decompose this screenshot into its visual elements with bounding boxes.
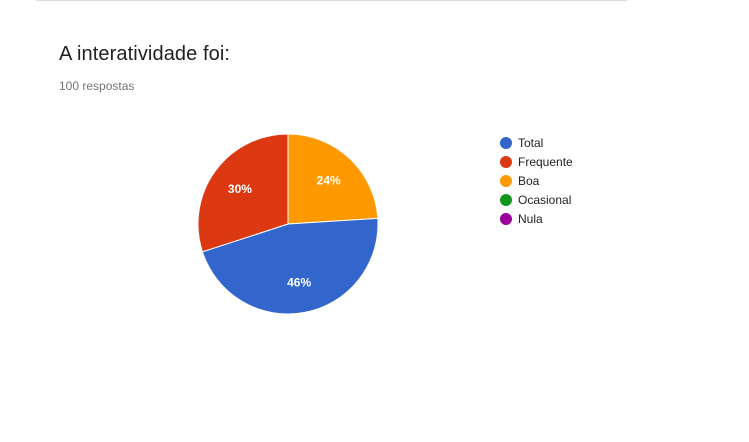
pie-slice-frequente[interactable] bbox=[197, 133, 289, 253]
legend-label: Frequente bbox=[518, 154, 573, 169]
slice-label-total: 46% bbox=[287, 275, 311, 289]
legend-swatch-icon bbox=[500, 174, 512, 187]
legend-item-total[interactable]: Total bbox=[500, 133, 573, 152]
legend-label: Nula bbox=[518, 211, 543, 226]
legend-label: Ocasional bbox=[518, 192, 572, 207]
legend-label: Total bbox=[518, 135, 544, 150]
top-divider bbox=[36, 0, 627, 1]
pie-slice-boa[interactable] bbox=[287, 133, 379, 225]
legend-swatch-icon bbox=[500, 136, 512, 149]
legend-swatch-icon bbox=[500, 212, 512, 225]
legend-swatch-icon bbox=[500, 193, 512, 206]
response-count: 100 respostas bbox=[59, 79, 135, 93]
legend-item-frequente[interactable]: Frequente bbox=[500, 152, 573, 171]
slice-label-frequente: 30% bbox=[228, 182, 252, 196]
pie-slice-total[interactable] bbox=[201, 217, 379, 315]
legend-item-boa[interactable]: Boa bbox=[500, 171, 573, 190]
slice-label-boa: 24% bbox=[317, 174, 341, 188]
legend-item-nula[interactable]: Nula bbox=[500, 209, 573, 228]
legend-label: Boa bbox=[518, 173, 540, 188]
question-title: A interatividade foi: bbox=[59, 43, 231, 65]
legend-swatch-icon bbox=[500, 155, 512, 168]
legend-item-ocasional[interactable]: Ocasional bbox=[500, 190, 573, 209]
chart-legend: Total Frequente Boa Ocasional Nula bbox=[500, 133, 573, 228]
